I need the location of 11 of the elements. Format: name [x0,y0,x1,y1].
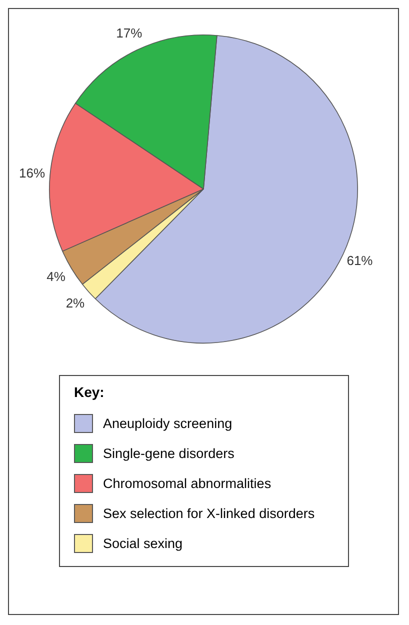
legend-label: Social sexing [103,536,183,550]
data-label: 17% [116,25,143,40]
legend-label: Chromosomal abnormalities [103,476,272,490]
legend-label: Aneuploidy screening [103,416,232,430]
legend-title: Key: [74,384,106,400]
legend-label: Sex selection for X-linked disorders [103,506,315,520]
data-label: 2% [66,295,86,310]
legend-label: Single-gene disorders [103,446,234,460]
data-label: 61% [346,252,374,268]
data-label: 16% [19,166,46,181]
data-label: 4% [46,269,66,284]
